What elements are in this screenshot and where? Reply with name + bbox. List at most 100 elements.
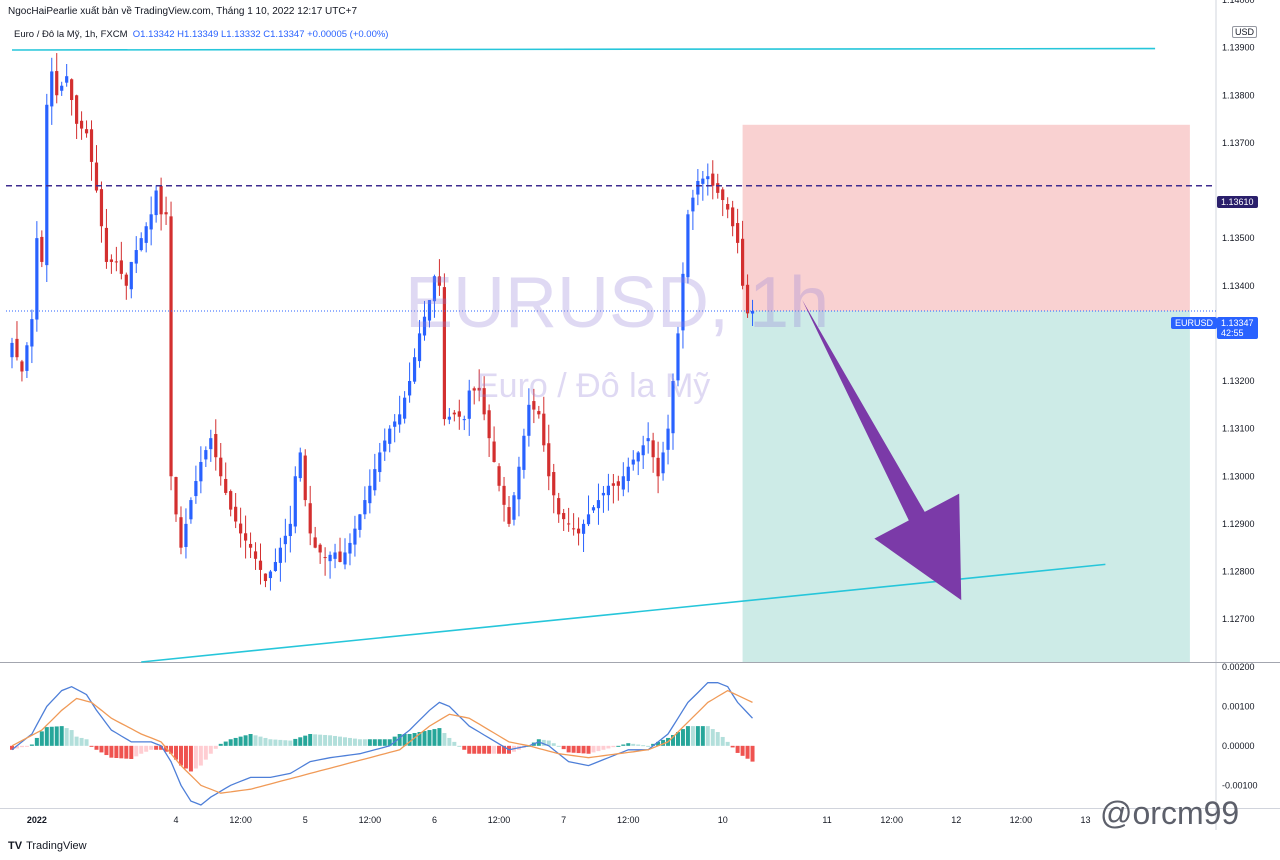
candle-body — [631, 459, 635, 465]
candle — [94, 145, 99, 193]
macd-histogram-bar — [10, 745, 14, 750]
candle — [740, 220, 745, 290]
candle — [318, 543, 322, 564]
candle-body — [651, 440, 655, 458]
candle — [517, 456, 521, 517]
bar-countdown: 42:55 — [1221, 328, 1244, 338]
candle — [179, 506, 183, 555]
macd-tick-label: 0.00000 — [1222, 741, 1255, 751]
macd-histogram-bar — [745, 745, 750, 759]
macd-histogram-bar — [99, 745, 104, 753]
candle — [442, 273, 446, 426]
candle-body — [278, 547, 282, 563]
candle — [358, 513, 362, 538]
candle — [636, 451, 640, 476]
candle-body — [50, 71, 54, 107]
price-tick-label: 1.14000 — [1222, 0, 1255, 5]
candle-body — [388, 428, 392, 444]
candle — [487, 404, 491, 457]
candle — [154, 185, 158, 223]
candle-body — [204, 450, 208, 460]
candle-body — [209, 438, 213, 450]
candle — [557, 492, 561, 523]
currency-button[interactable]: USD — [1232, 26, 1258, 38]
candle — [119, 241, 123, 280]
candle — [591, 505, 596, 514]
candle-body — [621, 476, 625, 490]
candle — [477, 369, 481, 402]
macd-histogram-bar — [134, 745, 139, 757]
candle — [681, 262, 685, 349]
candle-body — [666, 428, 670, 450]
candle-body — [114, 261, 118, 263]
candle — [572, 513, 576, 536]
candle-body — [616, 481, 620, 486]
candle — [562, 508, 566, 531]
candle — [243, 515, 248, 559]
macd-histogram-bar — [621, 744, 626, 746]
macd-histogram-bar — [347, 737, 352, 746]
candle-body — [586, 514, 591, 525]
candle — [258, 543, 263, 585]
candle-body — [432, 276, 437, 302]
candle — [229, 489, 233, 517]
candle-body — [452, 412, 456, 415]
candle — [676, 326, 680, 387]
candle-body — [641, 445, 645, 456]
macd-histogram-bar — [502, 745, 507, 754]
macd-histogram-bar — [626, 743, 631, 746]
candle — [576, 517, 581, 546]
candle-body — [303, 455, 307, 501]
tradingview-logo[interactable]: TV TradingView — [8, 840, 87, 852]
time-tick-label: 12 — [951, 815, 961, 825]
candle — [586, 495, 591, 527]
candle-body — [248, 543, 253, 548]
macd-histogram-bar — [656, 741, 661, 746]
candle-body — [99, 189, 104, 227]
candle — [70, 78, 74, 116]
macd-histogram-bar — [422, 731, 427, 746]
macd-histogram-bar — [457, 745, 462, 747]
candle — [507, 495, 511, 527]
candle — [552, 463, 556, 514]
macd-histogram-bar — [84, 739, 89, 746]
macd-histogram-bar — [258, 736, 263, 746]
macd-histogram-bar — [183, 745, 188, 769]
candle-body — [65, 76, 69, 83]
macd-histogram-bar — [477, 745, 482, 754]
candle — [333, 543, 337, 569]
time-tick-label: 10 — [718, 815, 728, 825]
candle-body — [174, 477, 178, 515]
down-arrow — [802, 300, 962, 601]
candle — [383, 428, 387, 461]
macd-histogram-bar — [303, 735, 308, 746]
candle — [408, 362, 412, 403]
candle — [412, 348, 417, 384]
candle — [373, 453, 377, 496]
candle — [353, 515, 357, 557]
macd-histogram-bar — [566, 745, 571, 753]
macd-histogram-bar — [432, 729, 437, 746]
candle — [169, 201, 173, 491]
candle-body — [313, 537, 317, 548]
candle — [527, 388, 531, 447]
candle — [55, 53, 59, 104]
candle — [263, 573, 268, 588]
macd-histogram-bar — [34, 737, 39, 746]
macd-histogram-bar — [213, 745, 218, 749]
candle — [204, 446, 208, 468]
candle — [129, 261, 133, 299]
time-tick-label: 12:00 — [359, 815, 382, 825]
macd-line — [11, 682, 753, 806]
candle — [512, 492, 516, 526]
macd-histogram-bar — [561, 745, 566, 750]
candle — [124, 272, 128, 300]
price-tick-label: 1.13200 — [1222, 376, 1255, 386]
author-credit: @orcm99 — [1100, 795, 1240, 831]
macd-histogram-bar — [268, 739, 273, 746]
macd-histogram-bar — [338, 736, 343, 746]
candle — [651, 432, 655, 473]
candle-body — [124, 274, 128, 286]
candle — [338, 537, 342, 563]
